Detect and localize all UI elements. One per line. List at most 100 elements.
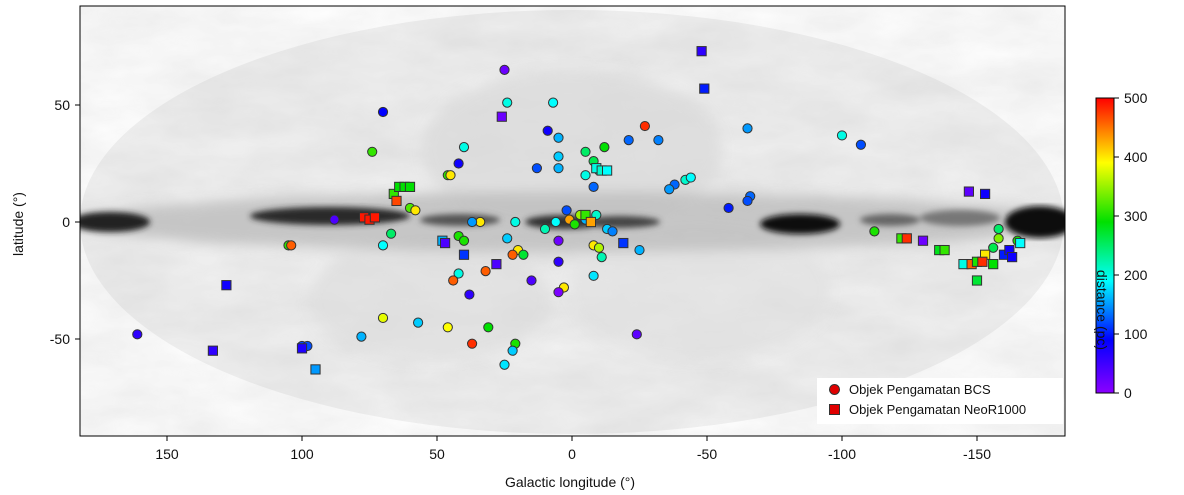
bcs-point	[580, 170, 591, 181]
bcs-point	[377, 106, 389, 118]
x-tick-label: 50	[429, 446, 445, 462]
bcs-point	[499, 359, 510, 370]
bcs-point	[836, 130, 848, 141]
bcs-point	[510, 216, 521, 228]
bcs-point	[377, 240, 389, 251]
neor1000-point	[696, 46, 707, 57]
bcs-point	[386, 228, 397, 239]
neor1000-point	[207, 345, 219, 356]
bcs-point	[869, 226, 880, 237]
bcs-point	[631, 329, 642, 340]
bcs-point	[464, 289, 475, 300]
bcs-point	[553, 235, 564, 246]
x-axis-label: Galactic longitude (°)	[504, 474, 636, 490]
x-tick-label: -150	[963, 446, 991, 462]
colorbar-tick-label: 500	[1124, 90, 1148, 106]
neor1000-point	[917, 235, 929, 246]
neor1000-point	[602, 165, 613, 176]
bcs-point	[553, 151, 564, 162]
bcs-point	[518, 249, 529, 260]
bcs-point	[531, 163, 543, 174]
bcs-point	[569, 219, 580, 230]
y-tick-label: 50	[54, 97, 70, 113]
bcs-point	[507, 249, 518, 260]
bcs-point	[550, 216, 561, 228]
bcs-point	[664, 184, 675, 195]
bcs-point	[442, 322, 453, 333]
neor1000-point	[369, 212, 380, 223]
bcs-point	[445, 170, 456, 181]
x-tick-label: 0	[568, 446, 576, 462]
bcs-point	[596, 252, 607, 263]
neor1000-point	[963, 186, 974, 197]
bcs-point	[526, 275, 537, 286]
neor1000-point	[980, 188, 991, 200]
bcs-point	[413, 317, 424, 328]
bcs-point	[467, 216, 478, 228]
y-tick-label: 0	[62, 214, 70, 230]
neor1000-point	[1015, 237, 1026, 249]
bcs-point	[599, 142, 610, 153]
bcs-point	[377, 312, 389, 324]
bcs-point	[723, 202, 734, 214]
colorbar-tick-label: 100	[1124, 326, 1148, 342]
bcs-point	[988, 242, 999, 253]
colorbar-gradient	[1095, 97, 1115, 394]
bcs-point	[993, 223, 1004, 235]
neor1000-point	[440, 237, 451, 249]
x-tick-label: -100	[828, 446, 856, 462]
neor1000-point	[699, 83, 710, 94]
bcs-point	[553, 163, 564, 174]
bcs-point	[742, 123, 753, 134]
bcs-point	[607, 226, 618, 237]
bcs-point	[993, 233, 1004, 244]
bcs-point	[561, 205, 572, 216]
data-markers	[132, 46, 1026, 375]
neor1000-point	[585, 216, 596, 228]
bcs-point	[553, 256, 564, 267]
bcs-point	[623, 135, 634, 146]
colorbar: 500 400 300 200 100 0	[1095, 90, 1148, 401]
neor1000-point	[458, 249, 470, 260]
legend-label-bcs: Objek Pengamatan BCS	[849, 382, 991, 397]
bcs-point	[367, 146, 378, 157]
bcs-point	[356, 331, 367, 342]
bcs-point	[467, 338, 478, 349]
bcs-point	[653, 135, 664, 146]
neor1000-point	[939, 244, 950, 256]
legend: Objek Pengamatan BCS Objek Pengamatan Ne…	[817, 378, 1063, 424]
neor1000-point	[901, 233, 912, 244]
y-tick-label: -50	[50, 331, 70, 347]
bcs-point	[480, 266, 491, 277]
bcs-point	[588, 181, 599, 192]
y-axis-label-wrap: latitude (°)	[6, 158, 30, 298]
y-axis: 50 0 -50	[50, 97, 80, 347]
bcs-point	[539, 223, 551, 235]
neor1000-point	[1007, 252, 1018, 263]
bcs-point	[548, 97, 559, 108]
bcs-point	[855, 139, 867, 150]
neor1000-point	[391, 195, 402, 207]
legend-circle-marker	[829, 384, 840, 395]
x-axis: 150 100 50 0 -50 -100 -150	[155, 436, 991, 462]
neor1000-point	[618, 237, 629, 249]
bcs-point	[639, 120, 651, 132]
colorbar-tick-label: 400	[1124, 149, 1148, 165]
bcs-point	[483, 322, 494, 333]
bcs-point	[132, 329, 143, 340]
legend-label-neor: Objek Pengamatan NeoR1000	[849, 402, 1027, 417]
bcs-point	[593, 242, 605, 253]
bcs-point	[580, 146, 591, 157]
neor1000-point	[310, 364, 321, 375]
bcs-point	[499, 64, 510, 76]
bcs-point	[453, 158, 464, 169]
bcs-point	[502, 233, 513, 244]
bcs-point	[553, 287, 564, 298]
bcs-point	[410, 205, 421, 216]
bcs-point	[329, 214, 340, 225]
x-tick-label: 150	[155, 446, 179, 462]
neor1000-point	[977, 256, 988, 267]
colorbar-tick-label: 300	[1124, 208, 1148, 224]
y-axis-label: latitude (°)	[10, 192, 26, 256]
